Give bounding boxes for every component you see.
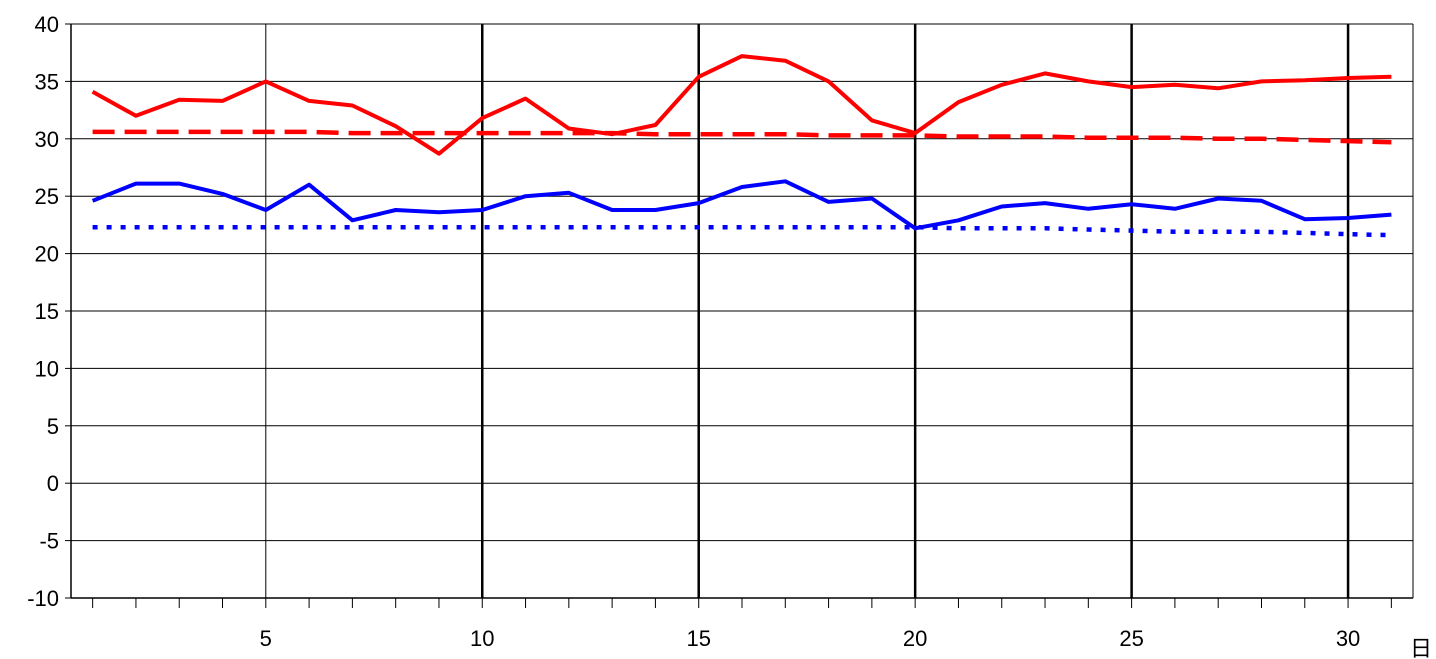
y-tick-label: 25 (35, 184, 59, 209)
grid-lines (71, 23, 1413, 599)
series-line-3-dotted (92, 224, 1392, 238)
x-axis-unit-label: 日 (1410, 637, 1432, 659)
y-tick-label: 5 (47, 414, 59, 439)
y-tick-label: 0 (47, 471, 59, 496)
y-tick-label: 35 (35, 69, 59, 94)
x-tick-label: 20 (903, 626, 927, 651)
x-tick-label: 25 (1119, 626, 1143, 651)
series-line-1-dashed (92, 129, 1392, 145)
y-tick-label: 10 (35, 356, 59, 381)
y-tick-label: -5 (39, 529, 59, 554)
x-tick-label: 15 (686, 626, 710, 651)
series-line-2-solid (91, 179, 1392, 231)
series-lines (91, 54, 1392, 238)
y-tick-label: 30 (35, 127, 59, 152)
axes (65, 23, 1414, 608)
tick-labels: 40 35 30 25 20 15 10 5 0 -5 -10 5 10 15 20 25 30 日 (27, 12, 1432, 659)
y-tick-label: 40 (35, 12, 59, 37)
y-tick-label: -10 (27, 586, 59, 611)
y-tick-label: 15 (35, 299, 59, 324)
x-tick-label: 5 (260, 626, 272, 651)
series-line-0-solid (91, 54, 1392, 156)
y-tick-label: 20 (35, 242, 59, 267)
x-tick-label: 10 (470, 626, 494, 651)
x-tick-label: 30 (1336, 626, 1360, 651)
